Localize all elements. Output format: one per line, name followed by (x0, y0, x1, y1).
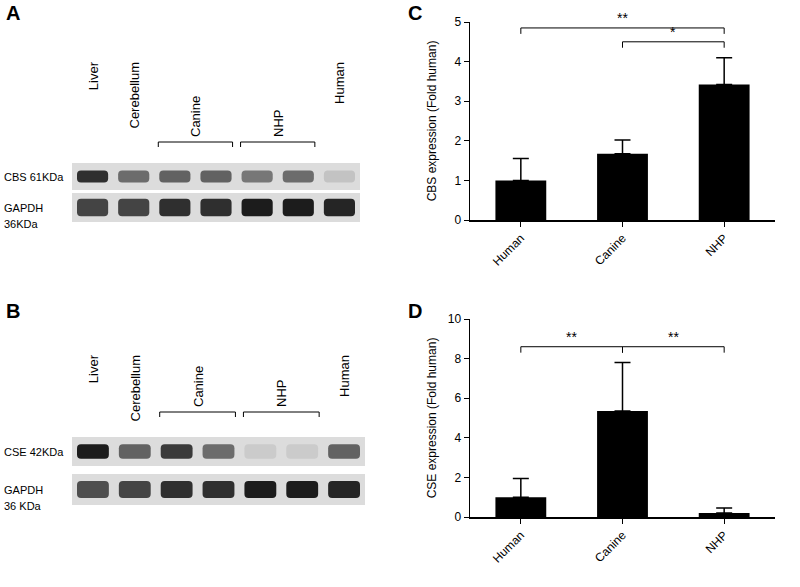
svg-text:C: C (408, 2, 422, 24)
svg-text:4: 4 (454, 431, 461, 445)
svg-text:CSE expression (Fold human): CSE expression (Fold human) (425, 338, 439, 499)
svg-text:Liver: Liver (86, 354, 101, 383)
svg-text:2: 2 (454, 471, 461, 485)
svg-text:CBS 61KDa: CBS 61KDa (4, 171, 64, 183)
svg-text:36 KDa: 36 KDa (4, 500, 42, 512)
svg-text:**: ** (617, 10, 628, 26)
svg-text:CSE 42KDa: CSE 42KDa (4, 446, 64, 458)
svg-text:Human: Human (337, 355, 352, 397)
svg-text:*: * (670, 24, 676, 40)
svg-text:6: 6 (454, 391, 461, 405)
svg-text:4: 4 (454, 55, 461, 69)
svg-text:Human: Human (490, 528, 527, 565)
svg-text:1: 1 (454, 174, 461, 188)
svg-text:NHP: NHP (703, 231, 731, 259)
svg-text:D: D (408, 300, 422, 322)
svg-text:Canine: Canine (188, 96, 203, 137)
svg-text:Canine: Canine (592, 528, 629, 565)
svg-text:NHP: NHP (274, 380, 289, 407)
svg-text:10: 10 (448, 312, 462, 326)
svg-text:Human: Human (332, 62, 347, 104)
svg-text:0: 0 (454, 213, 461, 227)
svg-text:5: 5 (454, 15, 461, 29)
svg-text:NHP: NHP (271, 110, 286, 137)
svg-text:**: ** (566, 329, 577, 345)
svg-text:36KDa: 36KDa (4, 218, 39, 230)
svg-text:NHP: NHP (703, 528, 731, 556)
svg-text:2: 2 (454, 134, 461, 148)
svg-text:Canine: Canine (191, 366, 206, 407)
svg-text:GAPDH: GAPDH (4, 202, 43, 214)
svg-text:Liver: Liver (86, 61, 101, 90)
svg-text:GAPDH: GAPDH (4, 484, 43, 496)
svg-text:CBS expression (Fold human): CBS expression (Fold human) (425, 41, 439, 202)
svg-text:Canine: Canine (592, 231, 629, 268)
svg-text:3: 3 (454, 94, 461, 108)
svg-text:8: 8 (454, 352, 461, 366)
svg-text:Cerebellum: Cerebellum (127, 62, 142, 128)
svg-text:A: A (6, 2, 20, 24)
svg-text:Cerebellum: Cerebellum (128, 355, 143, 421)
svg-text:**: ** (668, 329, 679, 345)
svg-text:Human: Human (490, 231, 527, 268)
svg-text:B: B (6, 300, 20, 322)
svg-text:0: 0 (454, 510, 461, 524)
